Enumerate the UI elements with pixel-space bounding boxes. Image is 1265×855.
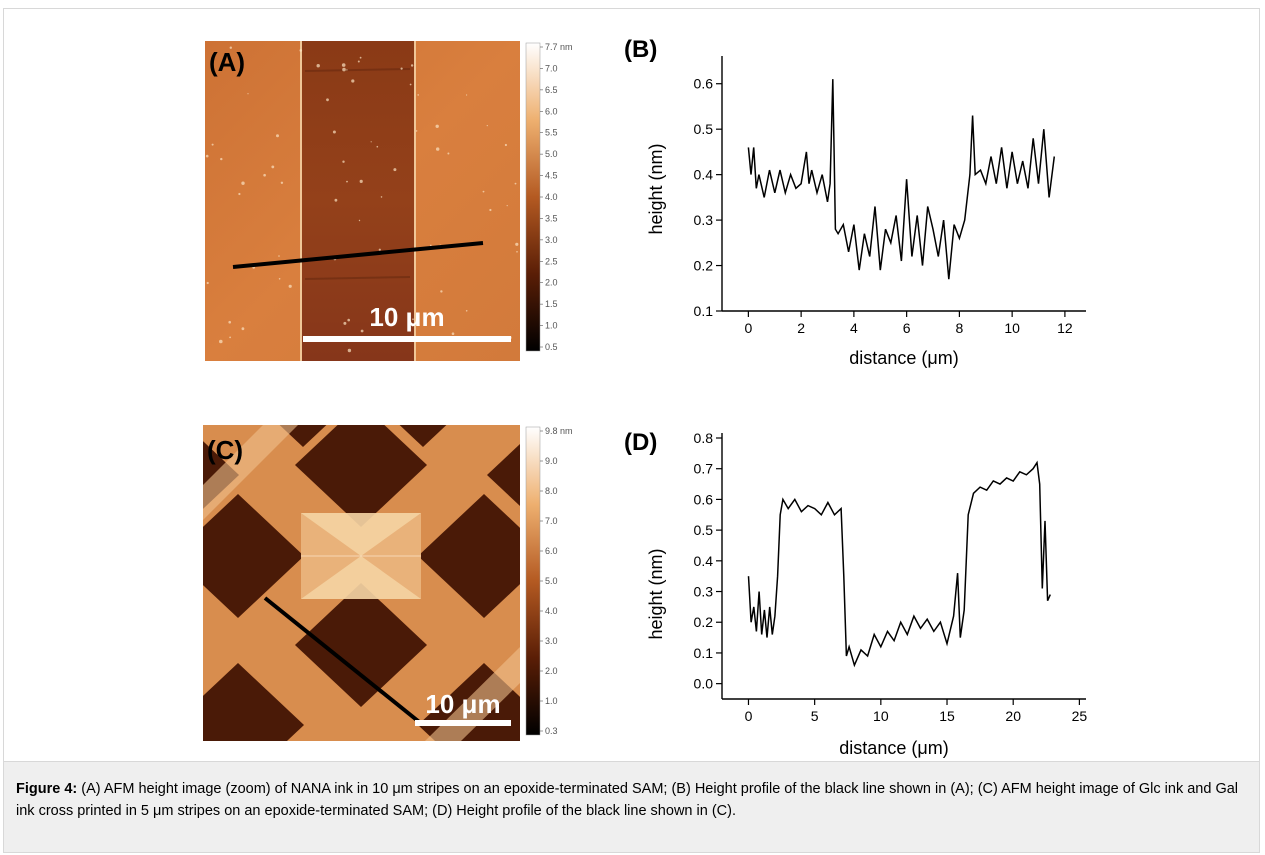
- chartD-x-tick-label: 5: [811, 708, 819, 724]
- chartB-y-tick-label: 0.4: [694, 167, 714, 183]
- chartB-y-tick-label: 0.6: [694, 76, 714, 92]
- chartB-x-tick-label: 2: [797, 320, 805, 336]
- colorbar-a-tick: 6.0: [545, 106, 558, 116]
- colorbar-c-tick: 5.0: [545, 576, 558, 586]
- colorbar-a-tick: 5.5: [545, 128, 558, 138]
- caption-text: (A) AFM height image (zoom) of NANA ink …: [16, 781, 1239, 819]
- colorbar-a: 7.7 nm 7.0 6.5 6.0 5.5 5.0 4.5 4.0 3.5 3.0 2.5 2.0 1…: [525, 42, 573, 352]
- chartD-x-tick-label: 15: [939, 708, 955, 724]
- colorbar-a-tick: 7.0: [545, 63, 558, 73]
- chartD-y-tick-label: 0.3: [694, 584, 714, 600]
- chartD-y-tick-label: 0.2: [694, 614, 714, 630]
- chartD-y-tick-label: 0.5: [694, 522, 714, 538]
- colorbar-a-tick: 4.0: [545, 192, 558, 202]
- figure-frame: 10 μm (A) 7.7 nm 7.0 6.5 6.0 5.5 5.0 4.5 4.0 3.5…: [3, 8, 1260, 762]
- panel-label-d: (D): [624, 429, 657, 456]
- chartB-x-tick-label: 6: [903, 320, 911, 336]
- chartD-x-tick-label: 0: [745, 708, 753, 724]
- chart-d-series-line: [747, 460, 1051, 668]
- colorbar-c-tick: 6.0: [545, 546, 558, 556]
- chartB-y-tick-label: 0.2: [694, 258, 714, 274]
- figure-caption: Figure 4: (A) AFM height image (zoom) of…: [3, 762, 1260, 853]
- afm-image-c: 10 μm (C): [203, 425, 520, 741]
- colorbar-c: 9.8 nm 9.0 8.0 7.0 6.0 5.0 4.0 3.0 2.0 1.0 0.3: [525, 426, 573, 736]
- chartB-x-tick-label: 8: [955, 320, 963, 336]
- colorbar-c-tick: 0.3: [545, 726, 558, 736]
- colorbar-a-tick: 4.5: [545, 171, 558, 181]
- colorbar-a-tick: 6.5: [545, 85, 558, 95]
- chartB-x-tick-label: 0: [744, 320, 752, 336]
- scale-bar-a: [303, 336, 511, 342]
- profile-line-c: [263, 596, 425, 727]
- panel-label-b: (B): [624, 36, 657, 63]
- chart-b: (B) 0 2 4 6 8 10 12 0.1 0.2 0.3 0.4 0.5 0.6 distance…: [624, 36, 1086, 368]
- colorbar-c-tick: 4.0: [545, 606, 558, 616]
- chartB-x-tick-label: 10: [1004, 320, 1020, 336]
- colorbar-a-tick: 0.5: [545, 342, 558, 352]
- colorbar-a-tick: 7.7 nm: [545, 42, 573, 52]
- colorbar-c-tick: 7.0: [545, 516, 558, 526]
- colorbar-a-tick: 1.0: [545, 321, 558, 331]
- colorbar-a-tick: 5.0: [545, 149, 558, 159]
- colorbar-c-tick: 8.0: [545, 486, 558, 496]
- panel-label-a: (A): [209, 47, 245, 77]
- colorbar-a-tick: 2.0: [545, 278, 558, 288]
- chartD-y-tick-label: 0.0: [694, 676, 714, 692]
- colorbar-c-tick: 9.8 nm: [545, 426, 573, 436]
- chartB-y-tick-label: 0.1: [694, 303, 714, 319]
- scale-bar-c: [415, 720, 511, 726]
- colorbar-c-tick: 3.0: [545, 636, 558, 646]
- scale-bar-label-c: 10 μm: [425, 689, 500, 719]
- chart-d-xlabel: distance (μm): [839, 738, 948, 758]
- chart-b-series-line: [747, 79, 1056, 280]
- afm-image-a: 10 μm (A): [205, 41, 520, 361]
- caption-label: Figure 4:: [16, 781, 78, 797]
- chartD-y-tick-label: 0.1: [694, 645, 714, 661]
- chartB-y-tick-label: 0.5: [694, 121, 714, 137]
- chartD-y-tick-label: 0.7: [694, 461, 714, 477]
- colorbar-c-tick: 9.0: [545, 456, 558, 466]
- chart-b-ylabel: height (nm): [646, 143, 666, 234]
- chartB-x-tick-label: 4: [850, 320, 858, 336]
- profile-line-a: [232, 241, 484, 269]
- scale-bar-label-a: 10 μm: [369, 302, 444, 332]
- colorbar-c-tick: 2.0: [545, 666, 558, 676]
- colorbar-a-tick: 3.0: [545, 235, 558, 245]
- chartB-y-tick-label: 0.3: [694, 212, 714, 228]
- colorbar-a-tick: 3.5: [545, 213, 558, 223]
- chartD-y-tick-label: 0.4: [694, 553, 714, 569]
- chart-d-ylabel: height (nm): [646, 548, 666, 639]
- colorbar-a-tick: 2.5: [545, 256, 558, 266]
- chart-b-xlabel: distance (μm): [849, 348, 958, 368]
- chartD-x-tick-label: 25: [1072, 708, 1088, 724]
- chartD-y-tick-label: 0.6: [694, 491, 714, 507]
- panel-label-c: (C): [207, 435, 243, 465]
- chart-d: (D) 0 5 10 15 20 25 0.0 0.1 0.2 0.3 0.4 0.5 0.6 0.7 0.…: [624, 429, 1088, 758]
- chartB-x-tick-label: 12: [1057, 320, 1073, 336]
- chartD-x-tick-label: 20: [1005, 708, 1021, 724]
- colorbar-c-tick: 1.0: [545, 696, 558, 706]
- colorbar-a-tick: 1.5: [545, 299, 558, 309]
- chartD-y-tick-label: 0.8: [694, 430, 714, 446]
- chartD-x-tick-label: 10: [873, 708, 889, 724]
